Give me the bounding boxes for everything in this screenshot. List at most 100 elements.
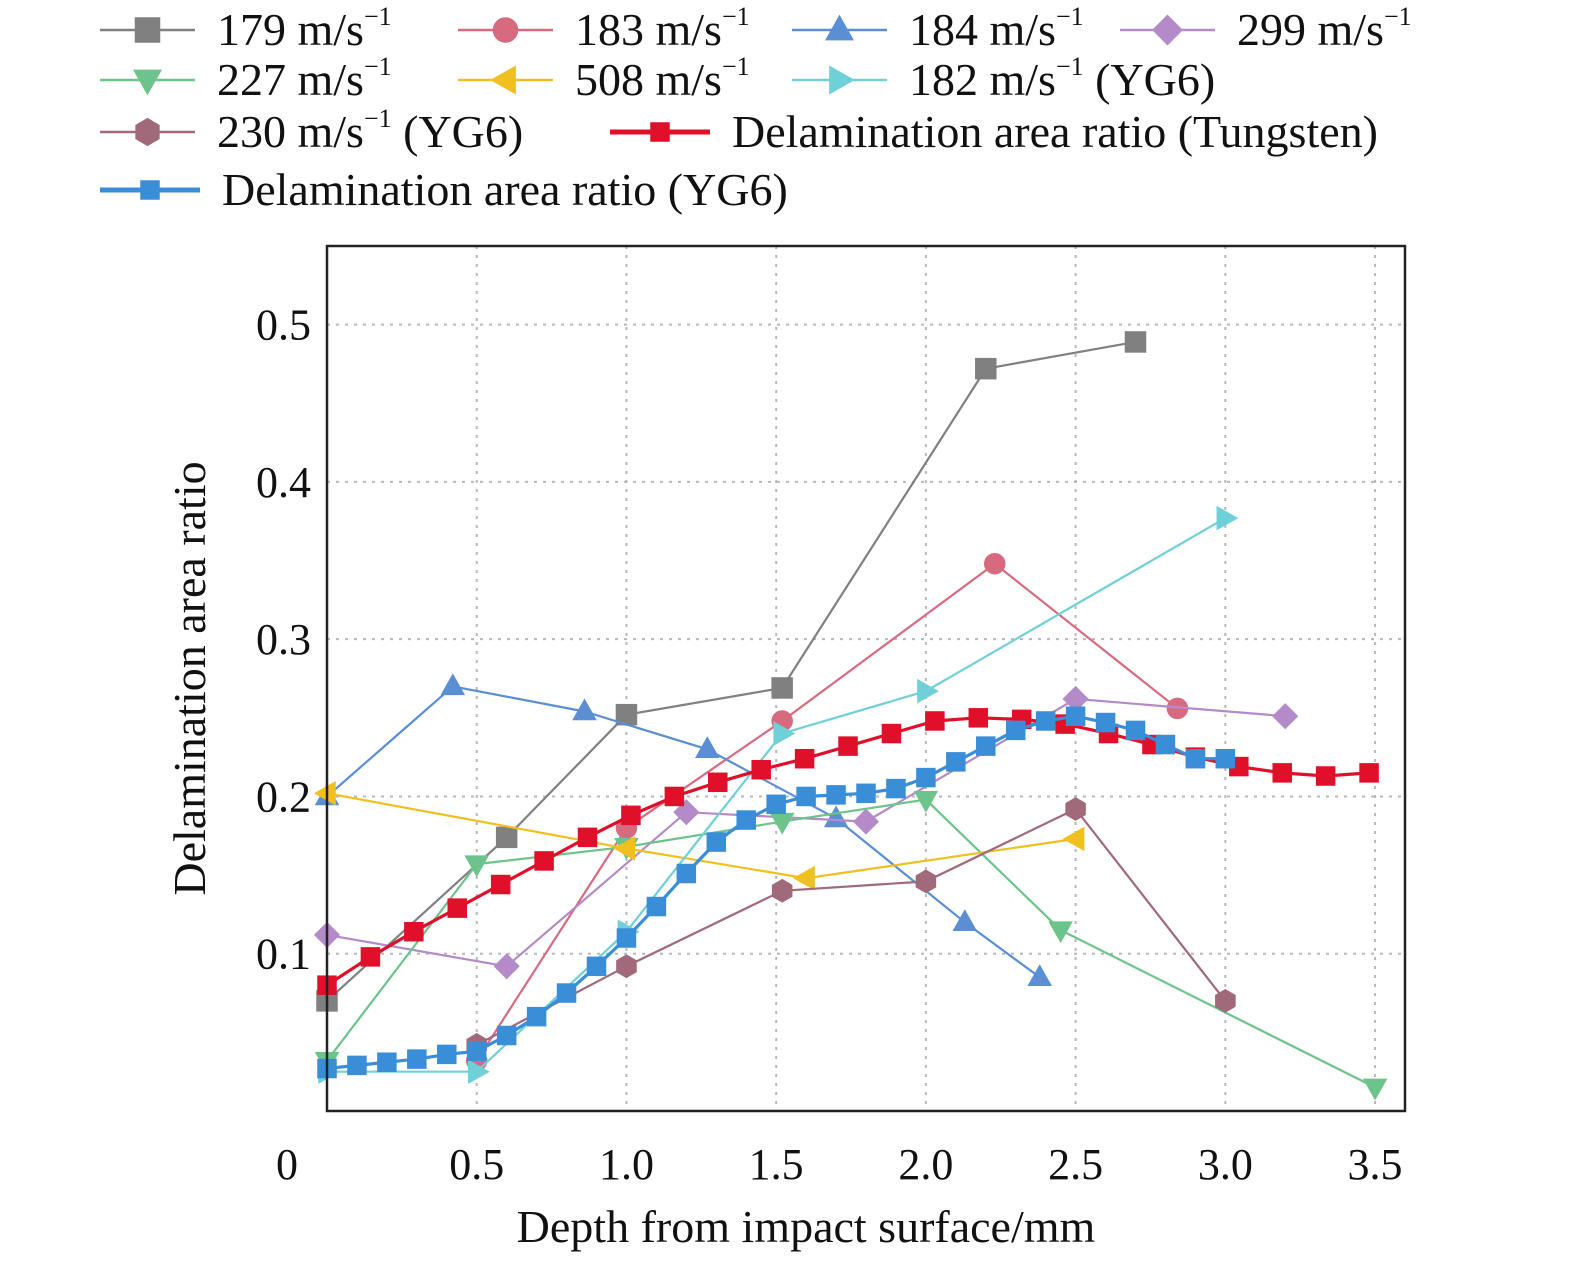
- data-point: [1124, 331, 1147, 353]
- legend-label: 508 m/s−1: [575, 52, 750, 105]
- legend-item: 508 m/s−1: [458, 52, 750, 105]
- y-tick-label: 0.3: [256, 615, 311, 664]
- data-point: [1062, 826, 1085, 852]
- legend-label: 182 m/s−1 (YG6): [909, 52, 1215, 105]
- series-9: [317, 706, 1236, 1079]
- data-point: [976, 736, 996, 756]
- data-point: [1215, 989, 1236, 1013]
- legend-item: Delamination area ratio (YG6): [100, 164, 788, 215]
- data-point: [676, 863, 697, 884]
- series-layer: [313, 331, 1388, 1101]
- legend-label: 227 m/s−1: [217, 52, 392, 105]
- legend-label: 184 m/s−1: [909, 2, 1084, 55]
- x-axis: 0 0.5 1.0 1.5 2.0 2.5 3.0 3.5: [276, 1140, 1403, 1189]
- legend-label: 299 m/s−1: [1237, 2, 1412, 55]
- data-point: [852, 808, 880, 835]
- data-point: [616, 928, 637, 948]
- legend-label: Delamination area ratio (YG6): [222, 164, 788, 215]
- data-point: [1065, 797, 1086, 821]
- data-point: [447, 898, 468, 918]
- data-point: [1362, 1078, 1388, 1101]
- series-5: [313, 781, 1085, 891]
- data-point: [1095, 712, 1116, 733]
- data-point: [467, 1059, 490, 1084]
- x-tick-label: 0.5: [449, 1140, 504, 1189]
- data-point: [1215, 748, 1236, 769]
- data-point: [464, 855, 489, 878]
- data-point: [313, 781, 336, 806]
- data-point: [771, 677, 793, 699]
- legend-swatch-marker: [825, 14, 854, 41]
- data-point: [1216, 505, 1239, 531]
- legend-label: 183 m/s−1: [575, 2, 750, 55]
- data-point: [766, 794, 786, 815]
- data-point: [577, 827, 598, 848]
- legend-swatch-marker: [650, 122, 670, 142]
- data-point: [1005, 720, 1026, 741]
- legend-label: Delamination area ratio (Tungsten): [732, 106, 1378, 157]
- y-tick-label: 0.5: [256, 301, 311, 350]
- legend-item: 179 m/s−1: [100, 2, 392, 55]
- data-point: [916, 767, 936, 788]
- y-axis: 0.1 0.2 0.3 0.4 0.5: [256, 301, 311, 979]
- data-point: [347, 1055, 367, 1076]
- data-point: [664, 786, 685, 807]
- legend-item: 299 m/s−1: [1120, 2, 1412, 55]
- legend-item: 227 m/s−1: [100, 52, 392, 105]
- data-point: [708, 772, 728, 793]
- x-tick-label: 2.0: [898, 1140, 953, 1189]
- x-tick-label: 1.5: [749, 1140, 804, 1189]
- data-point: [913, 790, 939, 813]
- legend-swatch-marker: [492, 17, 519, 43]
- data-point: [751, 759, 771, 780]
- data-point: [794, 748, 815, 769]
- data-point: [404, 921, 424, 942]
- legend-swatch-marker: [490, 65, 516, 95]
- data-point: [773, 721, 796, 746]
- y-tick-label: 0.2: [256, 772, 311, 821]
- grid: [327, 246, 1405, 1111]
- legend-item: 230 m/s−1 (YG6): [100, 104, 523, 157]
- data-point: [1065, 706, 1086, 726]
- data-point: [1027, 964, 1052, 987]
- data-point: [1272, 703, 1299, 730]
- legend-item: Delamination area ratio (Tungsten): [610, 106, 1378, 157]
- legend-item: 182 m/s−1 (YG6): [792, 52, 1215, 105]
- legend-label: 179 m/s−1: [217, 2, 392, 55]
- data-point: [823, 805, 849, 828]
- data-point: [917, 678, 939, 704]
- legend-swatch-marker: [829, 65, 855, 95]
- data-point: [1125, 720, 1146, 741]
- legend-swatch-marker: [1152, 14, 1183, 46]
- data-point: [534, 851, 554, 871]
- legend-swatch-marker: [140, 180, 160, 200]
- data-point: [881, 723, 902, 744]
- legend: 179 m/s−1 183 m/s−1 184 m/s−1 299 m/s−1 227 …: [100, 2, 1412, 215]
- legend-swatch-marker: [134, 17, 161, 43]
- data-point: [1035, 711, 1056, 731]
- data-point: [984, 552, 1006, 575]
- data-point: [838, 736, 858, 756]
- data-point: [1315, 766, 1336, 786]
- data-point: [360, 947, 381, 967]
- series-line: [327, 517, 1226, 1073]
- x-tick-label: 1.0: [599, 1140, 654, 1189]
- data-point: [556, 983, 577, 1003]
- data-point: [886, 778, 906, 799]
- data-point: [826, 785, 846, 805]
- legend-item: 183 m/s−1: [458, 2, 750, 55]
- data-point: [1048, 921, 1073, 944]
- data-point: [925, 711, 945, 731]
- data-point: [952, 909, 978, 932]
- data-point: [621, 805, 641, 826]
- data-point: [466, 1041, 487, 1061]
- series-3: [313, 685, 1299, 980]
- legend-item: 184 m/s−1: [792, 2, 1084, 55]
- data-point: [586, 956, 607, 977]
- data-point: [526, 1006, 547, 1027]
- data-point: [793, 865, 815, 891]
- series-line: [326, 792, 1076, 880]
- data-point: [1185, 748, 1206, 769]
- plot-frame: [325, 244, 1407, 1113]
